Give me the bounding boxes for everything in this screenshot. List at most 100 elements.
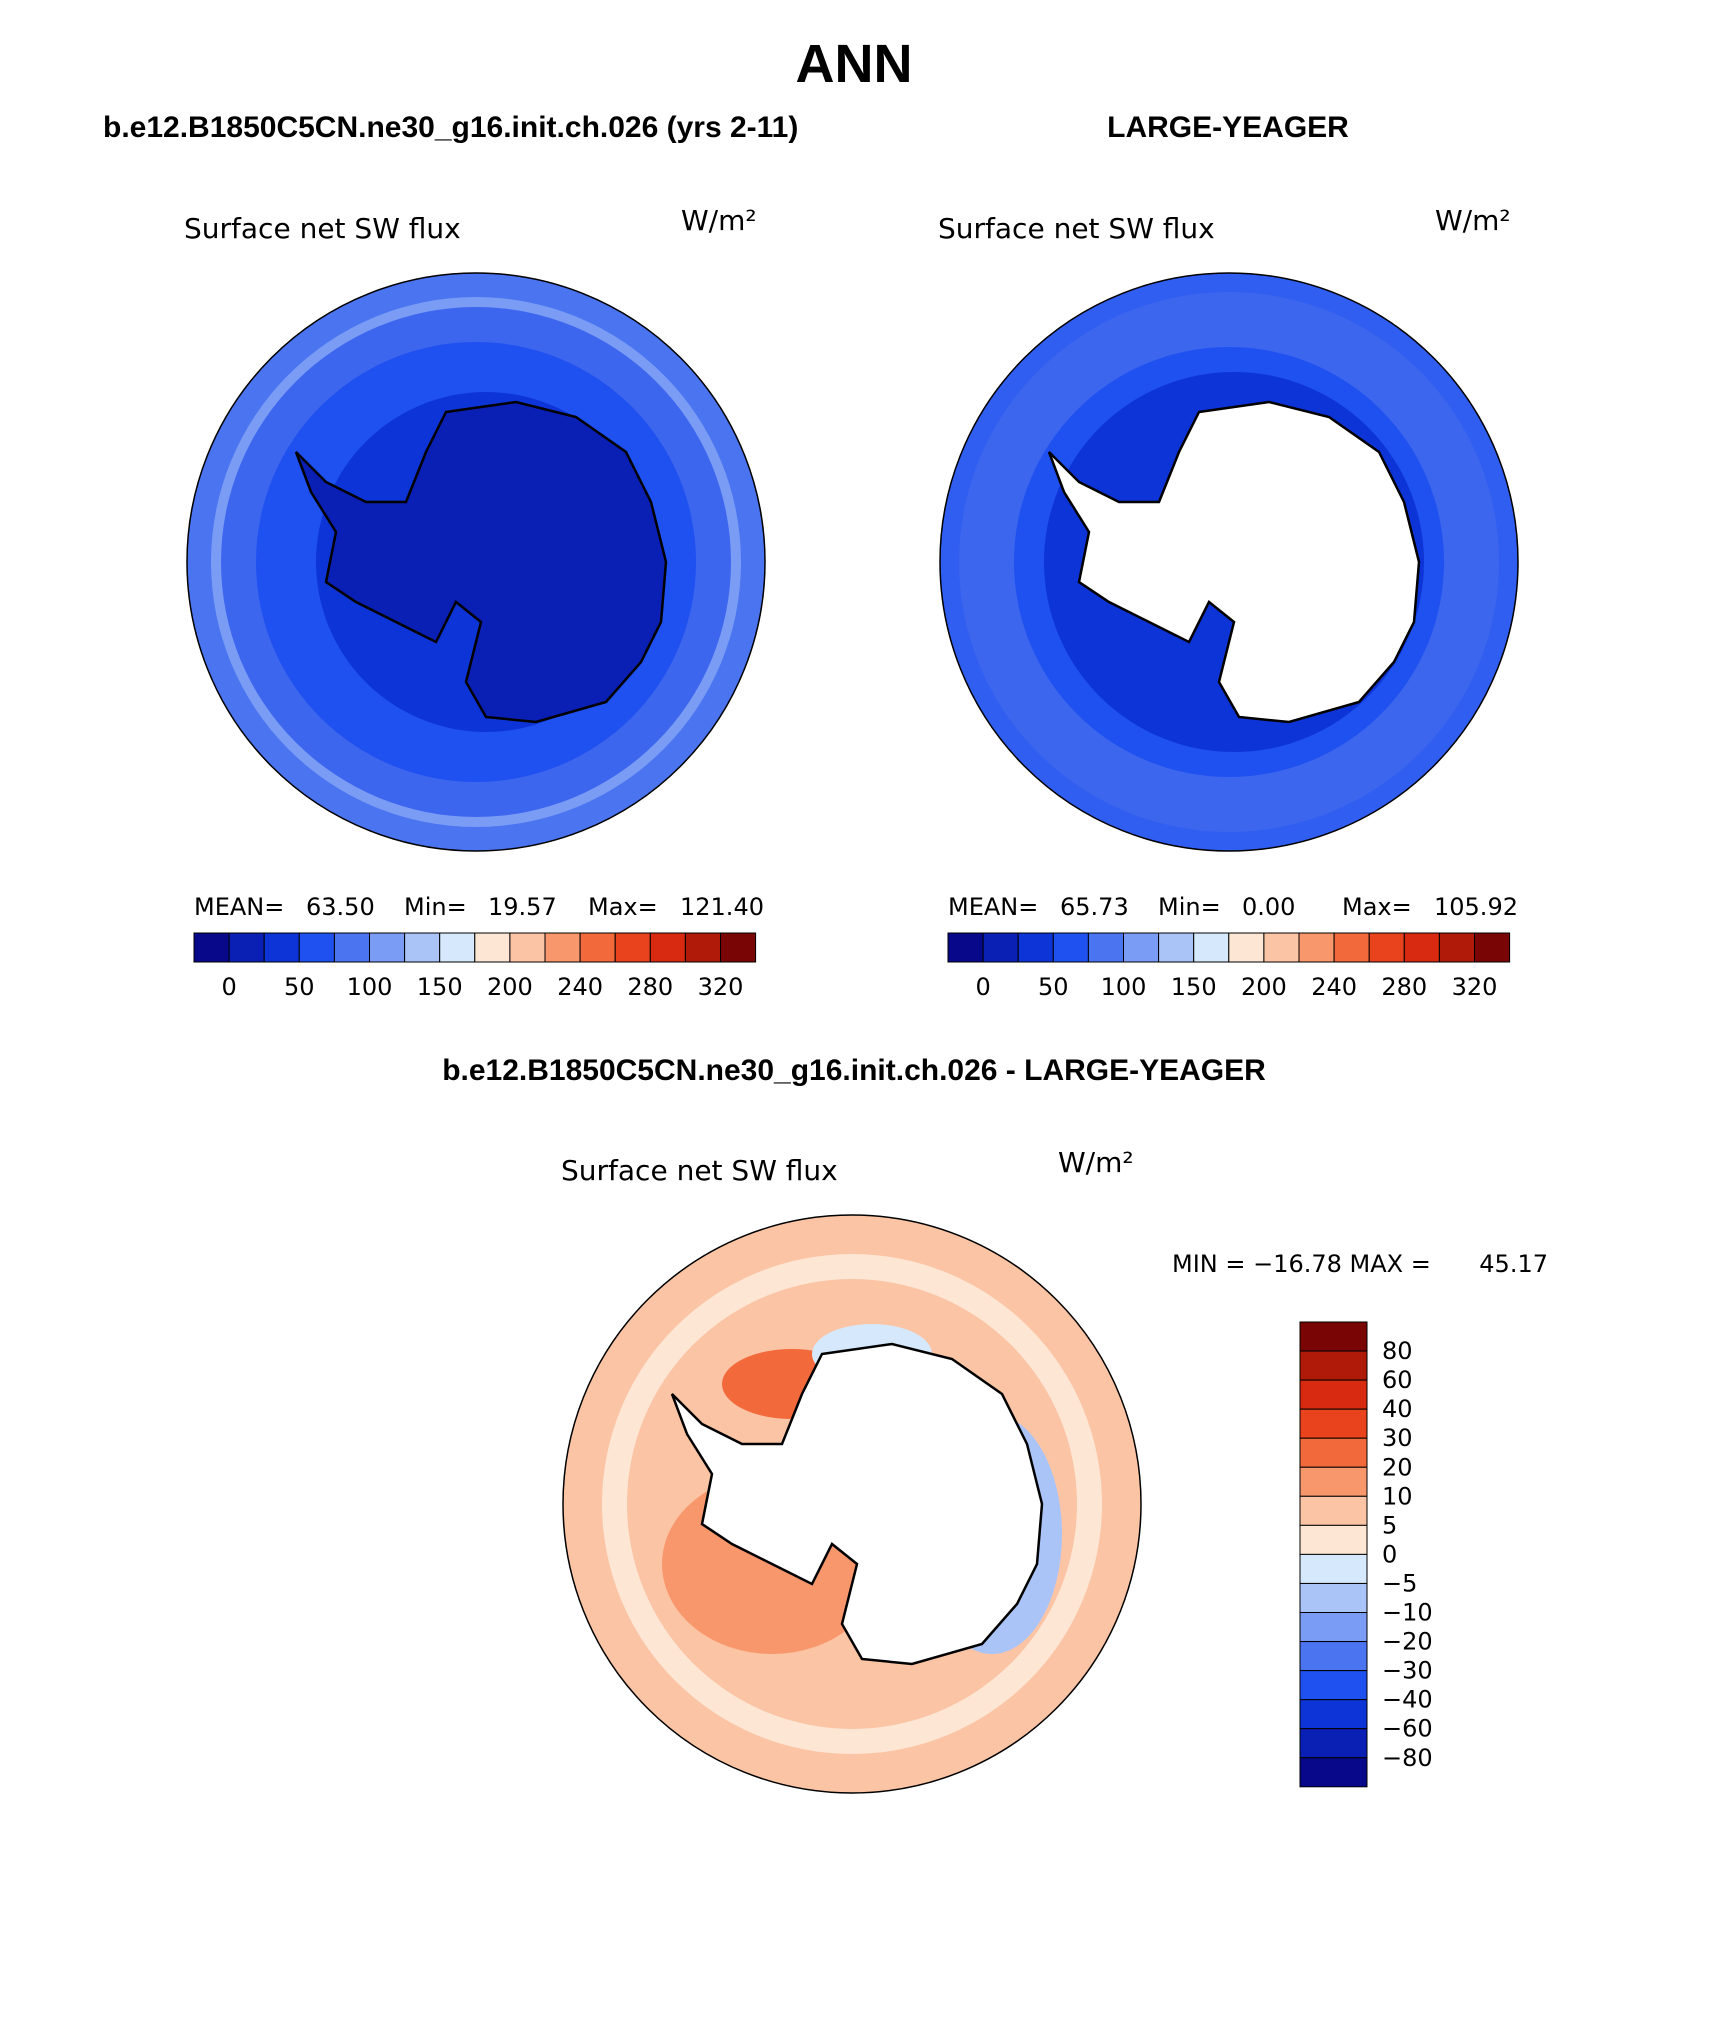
field-name: Surface net SW flux xyxy=(184,212,461,245)
colorbar-label: 50 xyxy=(1038,973,1069,1001)
colorbar-label: 0 xyxy=(221,973,236,1001)
stat: MEAN= xyxy=(948,893,1038,921)
stat: MEAN= xyxy=(194,893,284,921)
colorbar-box xyxy=(649,932,686,963)
stat: Max= xyxy=(588,893,658,921)
stat: Max= xyxy=(1342,893,1412,921)
colorbar-label: −40 xyxy=(1382,1686,1433,1714)
colorbar-box xyxy=(509,932,546,963)
colorbar-box xyxy=(982,932,1019,963)
colorbar-box xyxy=(1299,1699,1368,1730)
colorbar-label: 0 xyxy=(975,973,990,1001)
colorbar-label: 200 xyxy=(487,973,533,1001)
colorbar-box xyxy=(1299,1379,1368,1410)
colorbar-box xyxy=(1299,1641,1368,1672)
colorbar-box xyxy=(1299,1612,1368,1643)
stat: MIN = −16.78 MAX = xyxy=(1172,1250,1431,1278)
stat: 45.17 xyxy=(1479,1250,1548,1278)
colorbar-label: 150 xyxy=(1171,973,1217,1001)
colorbar-box xyxy=(1299,1524,1368,1555)
colorbar-box xyxy=(1299,1321,1368,1352)
colorbar-box xyxy=(544,932,581,963)
colorbar-box xyxy=(1368,932,1405,963)
colorbar-label: 320 xyxy=(1452,973,1498,1001)
colorbar-box xyxy=(1474,932,1511,963)
colorbar-label: 150 xyxy=(417,973,463,1001)
colorbar-box xyxy=(298,932,335,963)
colorbar-box xyxy=(1299,1670,1368,1701)
colorbar-box xyxy=(1087,932,1125,963)
colorbar-box xyxy=(1123,932,1160,963)
colorbar-box xyxy=(439,932,476,963)
colorbar-box xyxy=(1298,932,1335,963)
colorbar-box xyxy=(1228,932,1265,963)
stat: Min= xyxy=(1158,893,1221,921)
panel-header: LARGE-YEAGER xyxy=(1107,111,1349,144)
colorbar-box xyxy=(1052,932,1089,963)
colorbar-label: −10 xyxy=(1382,1599,1433,1627)
colorbar-box xyxy=(193,932,230,963)
figure-title: ANN xyxy=(796,34,913,94)
colorbar-box xyxy=(1299,1350,1368,1381)
colorbar-label: 240 xyxy=(1311,973,1357,1001)
colorbar-label: 50 xyxy=(284,973,315,1001)
panel-header: b.e12.B1850C5CN.ne30_g16.init.ch.026 - L… xyxy=(442,1054,1266,1087)
colorbar-box xyxy=(1158,932,1195,963)
colorbar-box xyxy=(404,932,441,963)
colorbar-label: 80 xyxy=(1382,1337,1413,1365)
colorbar-box xyxy=(333,932,370,963)
panel-header: b.e12.B1850C5CN.ne30_g16.init.ch.026 (yr… xyxy=(103,111,798,144)
colorbar-box xyxy=(1438,932,1476,963)
colorbar-box xyxy=(1299,1757,1368,1788)
colorbar-box xyxy=(1263,932,1300,963)
colorbar-label: 100 xyxy=(347,973,393,1001)
map-2 xyxy=(939,272,1519,852)
colorbar-box xyxy=(228,932,265,963)
colorbar-box xyxy=(684,932,722,963)
colorbar-box xyxy=(614,932,651,963)
colorbar-box xyxy=(1017,932,1054,963)
stat: 63.50 xyxy=(306,893,375,921)
colorbar-label: 0 xyxy=(1382,1540,1397,1568)
colorbar-label: 280 xyxy=(627,973,673,1001)
colorbar-label: −20 xyxy=(1382,1628,1433,1656)
colorbar-label: 40 xyxy=(1382,1395,1413,1423)
colorbar-box xyxy=(1299,1466,1368,1497)
stat: 65.73 xyxy=(1060,893,1129,921)
colorbar-label: 100 xyxy=(1101,973,1147,1001)
colorbar-label: 30 xyxy=(1382,1424,1413,1452)
colorbar-box xyxy=(1299,1553,1368,1584)
field-name: Surface net SW flux xyxy=(938,212,1215,245)
units: W/m² xyxy=(681,204,757,237)
colorbar-label: 200 xyxy=(1241,973,1287,1001)
colorbar-box xyxy=(579,932,616,963)
colorbar-box xyxy=(947,932,984,963)
colorbar-box xyxy=(1299,1495,1368,1526)
colorbar-box xyxy=(474,932,511,963)
colorbar-label: 280 xyxy=(1381,973,1427,1001)
units: W/m² xyxy=(1058,1146,1134,1179)
colorbar-box xyxy=(1403,932,1440,963)
colorbar-label: 20 xyxy=(1382,1453,1413,1481)
colorbar-label: 10 xyxy=(1382,1482,1413,1510)
colorbar-box xyxy=(1193,932,1230,963)
colorbar-label: 240 xyxy=(557,973,603,1001)
colorbar-label: −30 xyxy=(1382,1657,1433,1685)
stat: 105.92 xyxy=(1434,893,1518,921)
colorbar-box xyxy=(1299,1582,1368,1613)
colorbar-label: 320 xyxy=(698,973,744,1001)
stat: 19.57 xyxy=(488,893,557,921)
units: W/m² xyxy=(1435,204,1511,237)
stat: Min= xyxy=(404,893,467,921)
colorbar-box xyxy=(369,932,406,963)
map-1 xyxy=(186,272,766,852)
map-3 xyxy=(562,1214,1142,1794)
colorbar-label: −80 xyxy=(1382,1744,1433,1772)
colorbar-box xyxy=(1299,1437,1368,1468)
colorbar-box xyxy=(263,932,300,963)
colorbar-label: 60 xyxy=(1382,1366,1413,1394)
colorbar-box xyxy=(1299,1408,1368,1439)
colorbar-box xyxy=(1299,1728,1368,1759)
stat: 0.00 xyxy=(1242,893,1295,921)
